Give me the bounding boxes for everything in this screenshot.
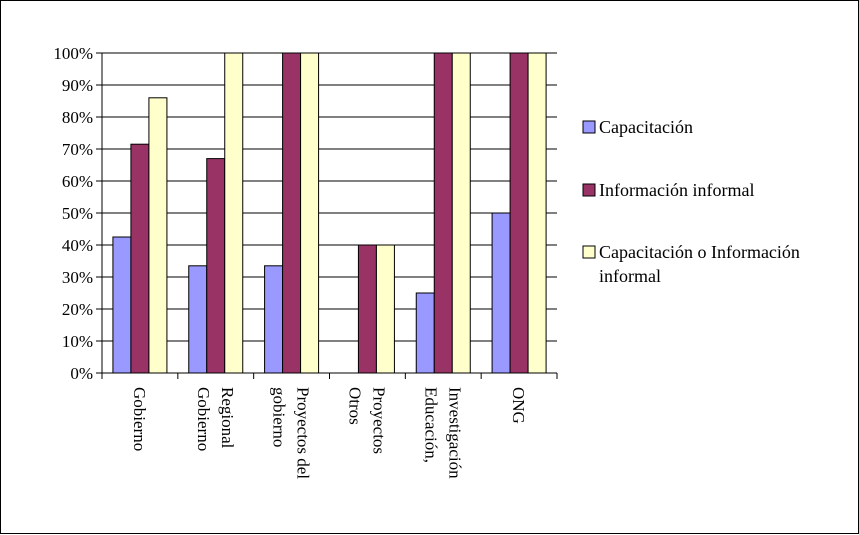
bar xyxy=(112,236,132,374)
legend-swatch xyxy=(582,245,596,259)
x-tick-label: Regional xyxy=(218,387,237,449)
y-tick-label: 10% xyxy=(62,332,93,351)
legend-swatch xyxy=(582,183,596,197)
x-tick-label: Educación, xyxy=(421,387,440,463)
bar xyxy=(206,158,226,374)
y-tick-label: 90% xyxy=(62,76,93,95)
legend-label: Capacitación o Información xyxy=(599,242,800,262)
x-tick-label: Gobierno xyxy=(194,387,213,451)
y-tick-label: 100% xyxy=(53,44,93,63)
legend-label: Capacitación xyxy=(599,117,693,137)
bar xyxy=(130,143,150,374)
x-tick-label: Investigación xyxy=(445,387,464,479)
x-tick-label: Proyectos xyxy=(369,387,388,454)
bar xyxy=(148,97,168,374)
x-tick-label: Otros xyxy=(345,387,364,425)
x-tick-label: gobierno xyxy=(270,387,289,447)
bar xyxy=(527,52,547,374)
bar xyxy=(188,265,208,374)
bar xyxy=(224,52,244,374)
bar xyxy=(375,244,395,374)
y-tick-label: 30% xyxy=(62,268,93,287)
y-tick-label: 70% xyxy=(62,140,93,159)
legend-swatch xyxy=(582,120,596,134)
y-tick-label: 50% xyxy=(62,204,93,223)
bar xyxy=(451,52,471,374)
legend-label: Información informal xyxy=(599,180,754,200)
bar xyxy=(491,212,511,374)
bar xyxy=(357,244,377,374)
x-tick-label: Proyectos del xyxy=(294,387,313,479)
bar xyxy=(300,52,320,374)
bar xyxy=(433,52,453,374)
y-tick-label: 40% xyxy=(62,236,93,255)
y-tick-label: 60% xyxy=(62,172,93,191)
bar xyxy=(509,52,529,374)
x-tick-label: ONG xyxy=(509,387,528,424)
bar xyxy=(264,265,284,374)
legend-label: informal xyxy=(599,266,661,286)
y-tick-label: 0% xyxy=(70,364,93,383)
y-tick-label: 80% xyxy=(62,108,93,127)
bar xyxy=(415,292,435,374)
y-tick-label: 20% xyxy=(62,300,93,319)
bar xyxy=(282,52,302,374)
x-tick-label: Gobierno xyxy=(130,387,149,451)
